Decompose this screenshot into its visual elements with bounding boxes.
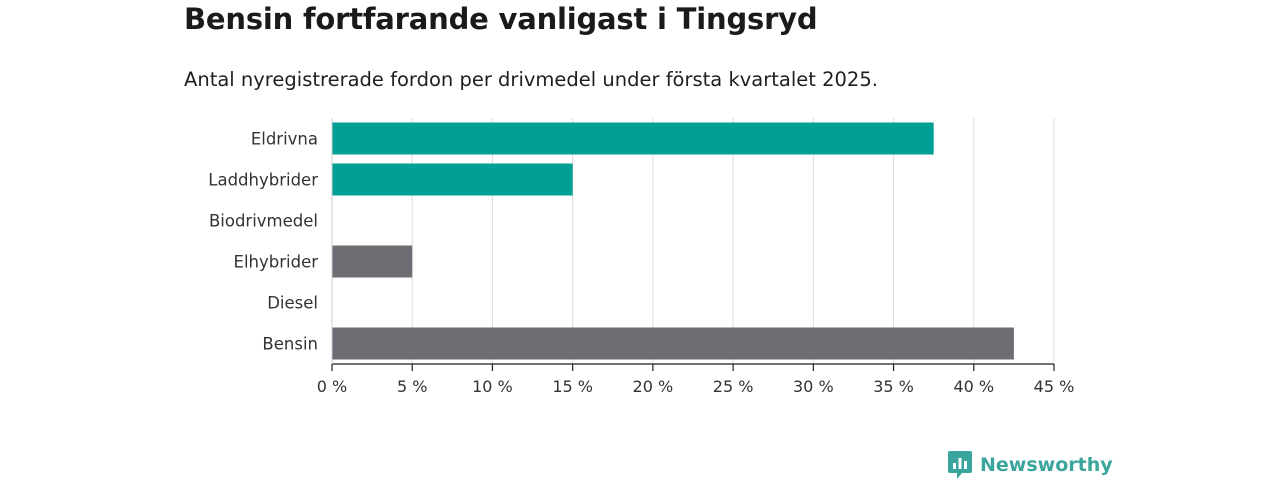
x-tick-label: 20 %: [633, 377, 674, 396]
bar-eldrivna: [332, 122, 934, 155]
x-tick-label: 15 %: [552, 377, 593, 396]
x-tick-label: 10 %: [472, 377, 513, 396]
category-label: Diesel: [267, 294, 318, 313]
category-label: Bensin: [262, 335, 318, 354]
category-label: Biodrivmedel: [209, 212, 318, 231]
newsworthy-logo-text: Newsworthy: [980, 454, 1113, 476]
x-tick-label: 45 %: [1034, 377, 1075, 396]
category-label: Elhybrider: [234, 253, 319, 272]
newsworthy-logo: Newsworthy: [948, 450, 1113, 480]
x-tick-label: 5 %: [397, 377, 427, 396]
bar-elhybrider: [332, 245, 413, 278]
newsworthy-logo-icon: [948, 451, 972, 479]
bar-laddhybrider: [332, 163, 573, 196]
category-label: Laddhybrider: [208, 171, 318, 190]
chart-subtitle: Antal nyregistrerade fordon per drivmede…: [184, 68, 878, 91]
x-tick-label: 30 %: [793, 377, 834, 396]
category-label: Eldrivna: [251, 130, 318, 149]
x-tick-label: 35 %: [873, 377, 914, 396]
x-tick-label: 25 %: [713, 377, 754, 396]
chart-title: Bensin fortfarande vanligast i Tingsryd: [184, 2, 818, 36]
bars: [332, 122, 1014, 360]
x-axis: 0 % 5 % 10 % 15 % 20 % 25 % 30 % 35 % 40 % 45 %: [317, 118, 1075, 396]
x-tick-label: 0 %: [317, 377, 347, 396]
gridlines: [411, 118, 1055, 364]
bar-bensin: [332, 327, 1014, 360]
x-tick-label: 40 %: [953, 377, 994, 396]
category-labels: Eldrivna Laddhybrider Biodrivmedel Elhybrid…: [208, 130, 318, 354]
